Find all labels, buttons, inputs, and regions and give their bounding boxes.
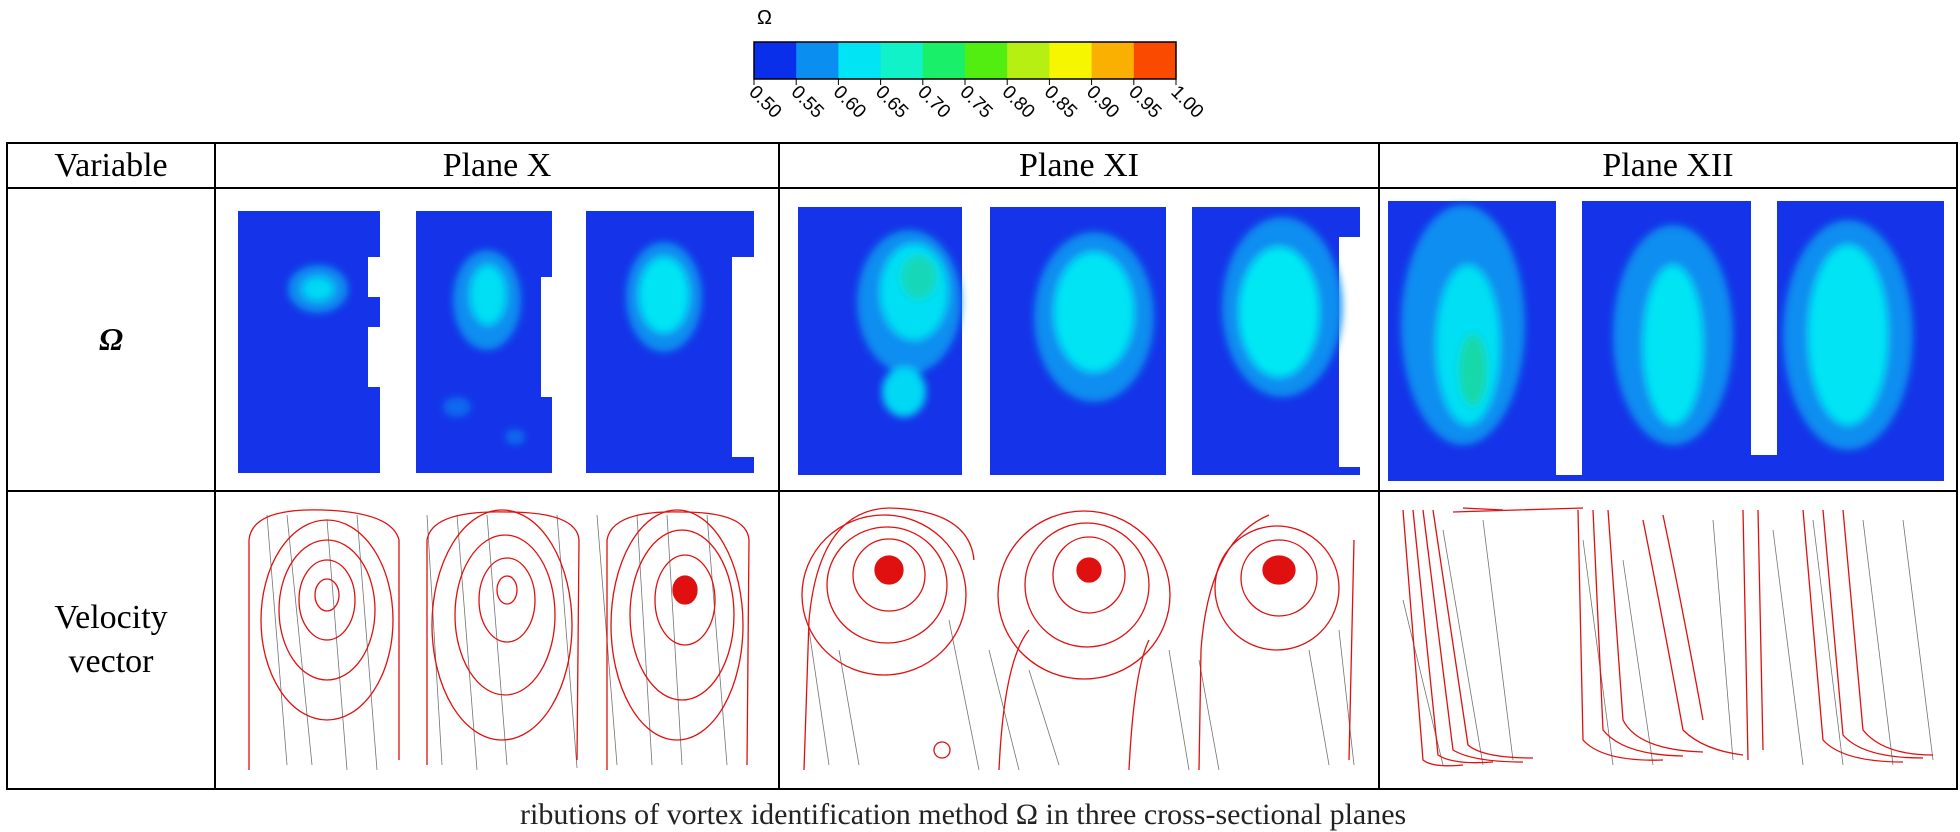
velocity-vector-plane-xii bbox=[1378, 490, 1958, 790]
contour-plot-plane-xi bbox=[798, 202, 1364, 477]
header-plane-x: Plane X bbox=[214, 142, 780, 189]
streamline-plot-plane-x bbox=[248, 509, 750, 771]
header-variable: Variable bbox=[6, 142, 216, 189]
header-plane-xii: Plane XII bbox=[1378, 142, 1958, 189]
colorbar-tick-label: 1.00 bbox=[1166, 82, 1205, 123]
colorbar-tick-label: 0.55 bbox=[787, 82, 828, 123]
streamline-plot-plane-xi bbox=[801, 507, 1355, 771]
colorbar-tick-label: 0.90 bbox=[1082, 82, 1123, 123]
omega-symbol: Ω bbox=[99, 321, 123, 357]
colorbar-tick-label: 0.95 bbox=[1124, 82, 1165, 123]
colorbar-swatch bbox=[1091, 42, 1135, 79]
omega-contour-plane-xii bbox=[1378, 187, 1958, 492]
velocity-label-line2: vector bbox=[68, 643, 154, 680]
colorbar-swatch bbox=[922, 42, 966, 79]
header-plane-xi: Plane XI bbox=[778, 142, 1380, 189]
colorbar-tick-label: 0.70 bbox=[913, 82, 954, 123]
velocity-vector-plane-x bbox=[214, 490, 780, 790]
colorbar-tick-label: 0.80 bbox=[998, 82, 1039, 123]
colorbar-swatch bbox=[965, 42, 1008, 79]
velocity-vector-plane-xi bbox=[778, 490, 1380, 790]
figure-table: Variable Plane X Plane XI Plane XII Ω bbox=[6, 142, 1958, 790]
colorbar-tick-label: 0.85 bbox=[1040, 82, 1081, 123]
colorbar-swatch bbox=[1133, 42, 1177, 79]
colorbar-swatch bbox=[1049, 42, 1093, 79]
velocity-label-line1: Velocity bbox=[54, 598, 168, 636]
contour-plot-plane-xii bbox=[1388, 194, 1944, 481]
colorbar-tick-label: 0.60 bbox=[829, 82, 870, 123]
colorbar-swatch bbox=[880, 42, 924, 79]
colorbar-swatch bbox=[754, 42, 797, 79]
colorbar-swatch bbox=[796, 42, 839, 79]
velocity-row-label: Velocity vector bbox=[6, 490, 216, 790]
contour-plot-plane-x bbox=[232, 202, 756, 477]
omega-contour-plane-xi bbox=[778, 187, 1380, 492]
omega-row-label: Ω bbox=[6, 187, 216, 492]
figure-caption: ributions of vortex identification metho… bbox=[520, 798, 1407, 831]
streamline-plot-plane-xii bbox=[1402, 507, 1934, 767]
omega-colorbar-legend: Ω 0.50 0.55 0.60 0.65 0.70 0.75 0.80 0.85 0.90 0.… bbox=[745, 7, 1205, 123]
colorbar-swatch bbox=[1007, 42, 1050, 79]
colorbar-swatch bbox=[838, 42, 882, 79]
colorbar-tick-label: 0.50 bbox=[745, 82, 785, 123]
colorbar-tick-label: 0.75 bbox=[955, 82, 996, 123]
legend-symbol: Ω bbox=[757, 7, 772, 29]
omega-contour-plane-x bbox=[214, 187, 780, 492]
colorbar-tick-label: 0.65 bbox=[871, 82, 912, 123]
